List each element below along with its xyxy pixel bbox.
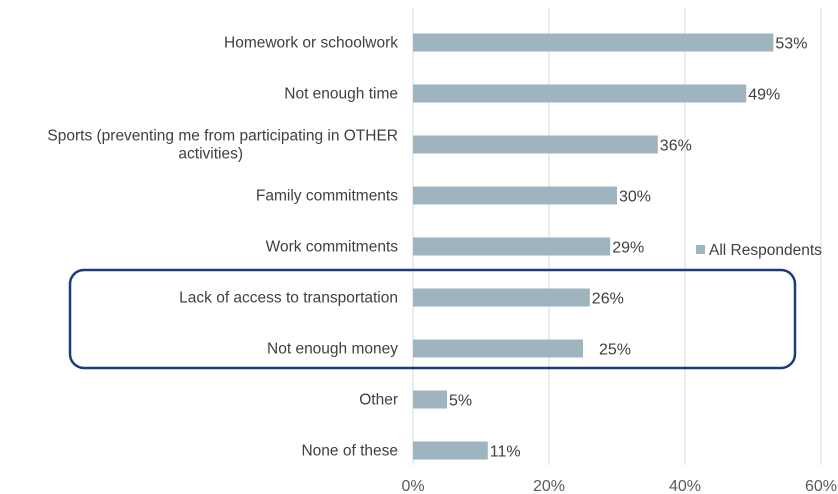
legend: All Respondents bbox=[696, 242, 822, 259]
bar bbox=[413, 237, 611, 256]
bar bbox=[413, 441, 488, 460]
data-label: 53% bbox=[775, 36, 807, 53]
category-label: Family commitments bbox=[256, 188, 398, 205]
bar bbox=[413, 288, 590, 307]
data-label: 49% bbox=[748, 87, 780, 104]
bars bbox=[413, 33, 774, 460]
x-axis-tick-labels: 0% 20% 40% 60% bbox=[401, 478, 837, 494]
bar bbox=[413, 390, 447, 409]
data-label: 11% bbox=[490, 444, 521, 461]
category-label: Homework or schoolwork bbox=[224, 35, 398, 52]
data-label: 25% bbox=[599, 342, 631, 359]
category-label: Not enough time bbox=[284, 86, 398, 103]
value-labels: 53% 49% 36% 30% 29% 26% 25% 5% 11% bbox=[449, 36, 807, 461]
category-label: Not enough money bbox=[267, 341, 398, 358]
highlight-box bbox=[68, 268, 797, 370]
bar bbox=[413, 135, 658, 154]
bar bbox=[413, 84, 747, 103]
bar bbox=[413, 339, 583, 358]
x-tick-label: 60% bbox=[805, 478, 837, 494]
data-label: 26% bbox=[592, 291, 624, 308]
category-labels: Homework or schoolwork Not enough time Spo… bbox=[47, 35, 398, 460]
category-label: Work commitments bbox=[266, 239, 399, 256]
data-label: 36% bbox=[660, 138, 692, 155]
legend-swatch bbox=[696, 245, 705, 254]
data-label: 5% bbox=[449, 393, 472, 410]
legend-label: All Respondents bbox=[709, 242, 822, 259]
category-label: Other bbox=[359, 392, 398, 409]
x-tick-label: 0% bbox=[401, 478, 424, 494]
data-label: 29% bbox=[612, 240, 644, 257]
category-label: Sports (preventing me from participating… bbox=[47, 128, 398, 163]
x-tick-label: 40% bbox=[669, 478, 701, 494]
x-tick-label: 20% bbox=[533, 478, 565, 494]
bar bbox=[413, 186, 617, 205]
bar bbox=[413, 33, 774, 52]
data-label: 30% bbox=[619, 189, 651, 206]
category-label: Lack of access to transportation bbox=[179, 290, 398, 307]
category-label: None of these bbox=[301, 443, 398, 460]
gridlines bbox=[412, 8, 822, 465]
